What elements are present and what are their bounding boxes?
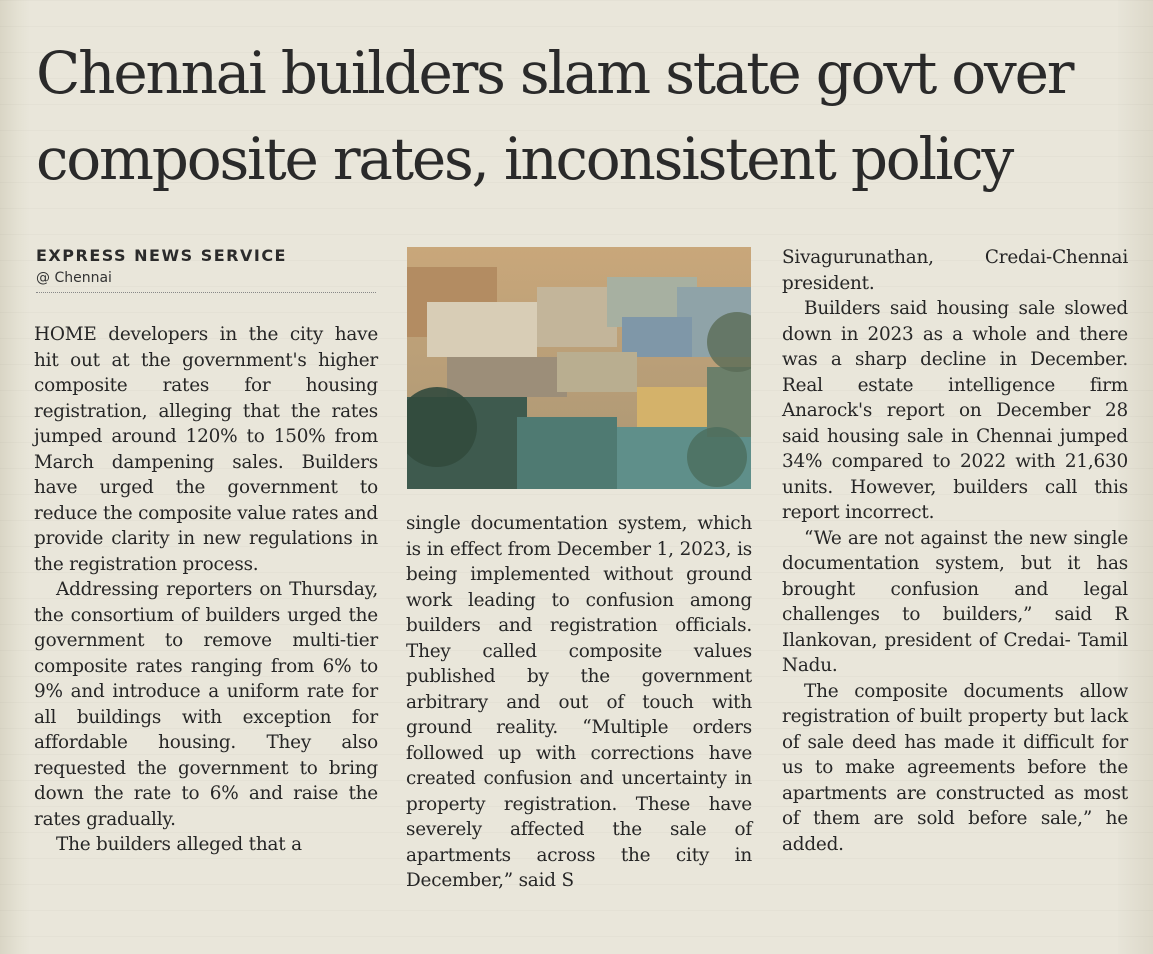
article-column-1: HOME developers in the city have hit out… bbox=[34, 322, 378, 858]
paragraph: Sivagurunathan, Credai-Chennai president… bbox=[782, 247, 1128, 294]
headline-line-2: composite rates, inconsistent policy bbox=[36, 125, 1014, 193]
paragraph: The builders alleged that a bbox=[56, 834, 302, 855]
headline: Chennai builders slam state govt over com… bbox=[36, 30, 1126, 202]
city-rooftops-image bbox=[407, 247, 751, 489]
byline-location: @ Chennai bbox=[36, 270, 112, 286]
byline: EXPRESS NEWS SERVICE @ Chennai bbox=[36, 246, 376, 293]
byline-divider bbox=[36, 292, 376, 293]
article-column-3: Sivagurunathan, Credai-Chennai president… bbox=[782, 245, 1128, 857]
paragraph: Addressing reporters on Thursday, the co… bbox=[34, 579, 378, 830]
paragraph: The composite documents allow registrati… bbox=[782, 680, 1128, 855]
paragraph: “We are not against the new single docum… bbox=[782, 527, 1128, 677]
paragraph: single documentation system, which is in… bbox=[406, 513, 752, 891]
article-column-2: single documentation system, which is in… bbox=[406, 511, 752, 894]
article-photo bbox=[407, 247, 751, 489]
paragraph: Builders said housing sale slowed down i… bbox=[782, 298, 1128, 523]
headline-line-1: Chennai builders slam state govt over bbox=[36, 39, 1074, 107]
paper-edge-left bbox=[0, 0, 30, 954]
byline-agency: EXPRESS NEWS SERVICE bbox=[36, 246, 287, 265]
paragraph: HOME developers in the city have hit out… bbox=[34, 324, 378, 575]
paper-edge-right bbox=[1118, 0, 1153, 954]
